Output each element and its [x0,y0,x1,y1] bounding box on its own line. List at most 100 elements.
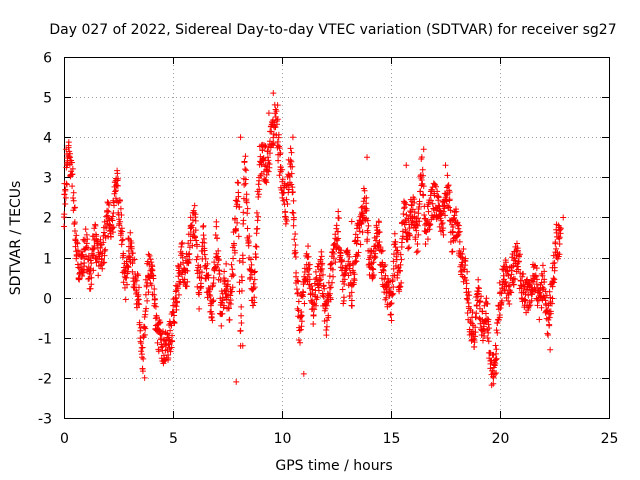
data-point [126,253,133,260]
data-point [221,268,228,275]
data-point [187,223,194,230]
data-point [120,250,127,257]
data-point [456,228,463,235]
data-point [283,218,290,225]
data-point [216,270,223,277]
data-point [243,199,250,206]
data-point [242,166,249,173]
data-point [62,186,69,193]
data-point [411,208,418,215]
data-point [253,254,260,261]
data-point [262,178,269,185]
data-point [556,234,563,241]
data-point [447,238,454,245]
data-point [70,197,77,204]
data-point [455,229,462,236]
data-point [361,187,368,194]
data-point [245,238,252,245]
data-point [79,251,86,258]
y-tick-label: 4 [43,131,52,147]
data-point [200,235,207,242]
data-point [308,283,315,290]
y-tick-label: -1 [38,332,52,348]
data-point [62,200,69,207]
data-point [231,249,238,256]
data-point [158,335,165,342]
data-point [443,192,450,199]
data-point [327,284,334,291]
data-point [239,259,246,266]
data-point [465,288,472,295]
data-point [455,222,462,229]
data-point [152,315,159,322]
data-point [238,320,245,327]
data-point [230,255,237,262]
data-point [322,305,329,312]
data-point [250,302,257,309]
data-point [456,238,463,245]
data-point [331,240,338,247]
data-point [437,215,444,222]
data-point [119,236,126,243]
x-tick-label: 5 [169,431,178,447]
data-point [194,267,201,274]
data-point [452,237,459,244]
data-point [365,222,372,229]
data-point [200,223,207,230]
data-point [275,157,282,164]
x-tick-label: 25 [601,431,619,447]
data-point [547,346,554,353]
data-point [502,259,509,266]
data-point [549,300,556,307]
data-point [123,274,130,281]
data-point [184,267,191,274]
data-point [134,270,141,277]
data-point [327,260,334,267]
data-point [120,279,127,286]
data-point [500,272,507,279]
data-point [539,272,546,279]
data-point [387,311,394,318]
data-point [512,276,519,283]
data-point [90,267,97,274]
data-point [75,275,82,282]
data-point [477,298,484,305]
data-point [209,317,216,324]
data-point [466,292,473,299]
data-point [355,249,362,256]
data-point [220,304,227,311]
data-point [124,262,131,269]
data-point [418,154,425,161]
data-point [414,248,421,255]
data-point [508,289,515,296]
data-point [293,269,300,276]
data-point [341,276,348,283]
data-point [290,214,297,221]
data-point [377,244,384,251]
data-point [393,253,400,260]
data-point [346,293,353,300]
data-point [534,302,541,309]
data-point [212,231,219,238]
data-point [183,283,190,290]
data-point [556,240,563,247]
data-point [364,154,371,161]
data-point [356,224,363,231]
data-point [207,293,214,300]
x-axis-label: GPS time / hours [275,458,392,474]
data-point [304,266,311,273]
data-point [88,281,95,288]
data-point [383,294,390,301]
data-point [345,251,352,258]
data-point [413,218,420,225]
data-point [316,280,323,287]
y-tick-label: 0 [43,292,52,308]
data-point [243,191,250,198]
data-point [444,172,451,179]
data-point [404,235,411,242]
data-point [185,251,192,258]
data-point [78,261,85,268]
data-point [204,260,211,267]
data-point [119,237,126,244]
